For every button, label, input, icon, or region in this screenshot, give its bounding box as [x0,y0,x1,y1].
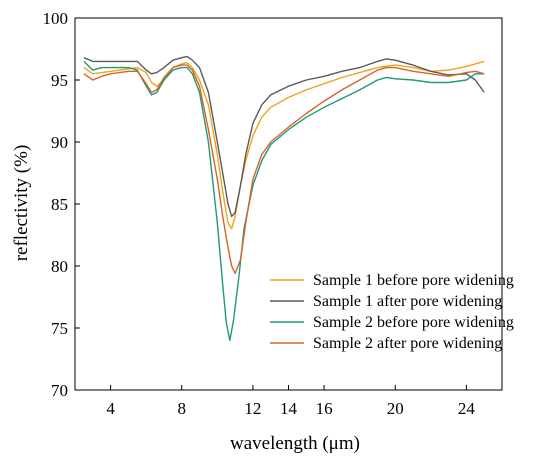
y-tick-label: 100 [43,9,69,28]
x-tick-label: 16 [316,399,333,418]
y-tick-label: 80 [51,257,68,276]
series-line-3 [83,60,485,342]
series-lines [83,55,485,342]
x-tick-label: 20 [387,399,404,418]
x-tick-label: 14 [280,399,298,418]
x-tick-label: 24 [458,399,476,418]
series-line-4 [83,64,485,275]
y-axis-label: reflectivity (%) [11,145,32,262]
legend-label-3: Sample 2 before pore widening [313,314,514,331]
y-tick-label: 90 [51,133,68,152]
axis-ticks: 4 8 12 14 16 20 24 70 75 80 85 90 95 100 [43,9,476,418]
series-line-2 [83,55,485,218]
legend: Sample 1 before pore widening Sample 1 af… [270,272,514,352]
x-tick-label: 8 [178,399,187,418]
y-tick-label: 75 [51,319,68,338]
x-tick-label: 12 [244,399,261,418]
legend-label-4: Sample 2 after pore widening [313,335,502,352]
series-line-1 [83,60,485,230]
legend-label-2: Sample 1 after pore widening [313,293,502,310]
y-tick-label: 95 [51,71,68,90]
x-axis-label: wavelength (μm) [230,433,360,454]
legend-label-1: Sample 1 before pore widening [313,272,514,289]
y-tick-label: 85 [51,195,68,214]
x-tick-label: 4 [106,399,115,418]
y-tick-label: 70 [51,381,68,400]
